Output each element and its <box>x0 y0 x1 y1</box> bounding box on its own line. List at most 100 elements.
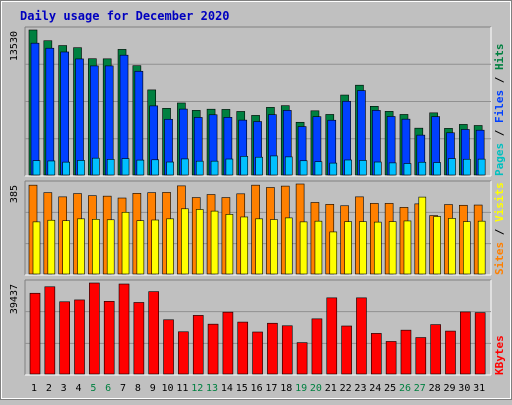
bar-kbytes-day-27 <box>415 337 427 375</box>
chart-border-light <box>1 1 511 399</box>
bar-visits-day-20 <box>314 220 323 275</box>
x-tick-day-28: 28 <box>429 383 441 394</box>
bar-visits-day-27 <box>418 196 427 275</box>
x-tick-day-7: 7 <box>120 383 126 394</box>
bar-visits-day-31 <box>477 220 486 275</box>
bar-files-day-7 <box>119 54 129 176</box>
bar-visits-day-22 <box>344 221 352 275</box>
legend-sites: Sites <box>493 242 506 275</box>
bar-kbytes-day-6 <box>103 301 115 375</box>
bar-visits-day-28 <box>433 216 441 275</box>
bar-kbytes-day-1 <box>29 292 41 375</box>
x-tick-day-31: 31 <box>473 383 485 394</box>
chart-title: Daily usage for December 2020 <box>20 9 230 23</box>
legend-separator: / <box>493 222 506 242</box>
bar-kbytes-day-13 <box>207 323 219 375</box>
bar-pages-day-30 <box>463 158 471 176</box>
bar-visits-day-4 <box>77 218 85 275</box>
bar-pages-day-16 <box>255 156 263 176</box>
bar-visits-day-15 <box>240 216 249 275</box>
bar-kbytes-day-22 <box>341 325 352 375</box>
bar-kbytes-day-21 <box>326 297 338 375</box>
x-tick-day-15: 15 <box>236 383 248 394</box>
bar-kbytes-day-10 <box>163 319 174 375</box>
bar-visits-day-10 <box>166 218 174 275</box>
bar-visits-day-12 <box>195 209 204 275</box>
bar-kbytes-day-15 <box>237 321 249 375</box>
bar-kbytes-day-12 <box>192 315 204 375</box>
bar-pages-day-28 <box>433 162 441 176</box>
x-tick-day-21: 21 <box>325 383 337 394</box>
legend-pages: Pages <box>493 143 506 176</box>
bar-visits-day-2 <box>47 219 56 275</box>
x-tick-day-24: 24 <box>369 383 381 394</box>
x-tick-day-23: 23 <box>354 383 366 394</box>
bar-pages-day-22 <box>344 159 352 176</box>
bar-kbytes-day-17 <box>267 322 278 375</box>
bar-pages-day-14 <box>225 158 234 176</box>
bar-kbytes-day-5 <box>89 282 100 375</box>
legend-separator: / <box>493 123 506 143</box>
bar-visits-day-29 <box>448 218 456 275</box>
x-tick-day-19: 19 <box>295 383 307 394</box>
bar-visits-day-23 <box>359 221 367 275</box>
panel-kbytes-legend: KBytes <box>493 335 506 375</box>
bar-files-day-8 <box>134 70 144 176</box>
legend-files: Files <box>493 90 506 123</box>
bar-visits-day-16 <box>255 218 263 275</box>
x-tick-day-20: 20 <box>310 383 322 394</box>
panel-visits: 385 Sites / Visits <box>9 180 506 276</box>
bar-pages-day-23 <box>359 160 367 176</box>
bar-kbytes-day-26 <box>400 329 412 375</box>
bar-visits-day-3 <box>62 220 70 275</box>
x-tick-day-17: 17 <box>265 383 277 394</box>
bar-pages-day-11 <box>181 158 189 176</box>
x-axis-labels: 1 2 3 4 5 6 7 8 9 10 11 12 13 14 15 16 17 18 19 20 21 22 23 24 2… <box>31 383 485 394</box>
bar-pages-day-29 <box>448 158 456 176</box>
bar-visits-day-18 <box>284 217 293 275</box>
legend-separator: / <box>493 70 506 90</box>
bar-visits-day-8 <box>136 220 145 275</box>
bar-pages-day-31 <box>477 158 486 176</box>
bar-visits-day-7 <box>121 211 130 275</box>
bar-kbytes-day-23 <box>356 297 367 375</box>
chart-panels: 13530 Pages / Files / Hits 385 Sites / Visi… <box>9 26 506 376</box>
x-tick-day-11: 11 <box>176 383 188 394</box>
x-tick-day-2: 2 <box>46 383 52 394</box>
bar-kbytes-day-24 <box>370 333 382 375</box>
x-tick-day-12: 12 <box>191 383 203 394</box>
bar-kbytes-day-9 <box>148 291 160 375</box>
bar-kbytes-day-20 <box>311 318 323 375</box>
bar-pages-day-21 <box>329 162 338 176</box>
bar-kbytes-day-11 <box>178 331 189 375</box>
x-tick-day-5: 5 <box>90 383 96 394</box>
x-tick-day-22: 22 <box>340 383 352 394</box>
bar-pages-day-19 <box>299 160 308 176</box>
bar-pages-day-1 <box>32 160 41 176</box>
bar-files-day-4 <box>75 58 84 176</box>
bar-visits-day-9 <box>151 219 160 275</box>
bar-visits-day-24 <box>373 221 382 275</box>
panel-hits: 13530 Pages / Files / Hits <box>9 26 506 177</box>
x-tick-day-4: 4 <box>76 383 82 394</box>
bar-pages-day-6 <box>106 159 115 176</box>
bar-kbytes-day-25 <box>385 341 397 375</box>
bar-files-day-6 <box>104 65 114 176</box>
bar-visits-day-26 <box>403 220 412 275</box>
bar-visits-day-13 <box>210 210 219 275</box>
bar-kbytes-day-16 <box>252 331 263 375</box>
bar-pages-day-4 <box>77 160 85 176</box>
bar-files-day-1 <box>30 42 40 176</box>
bar-visits-day-19 <box>299 221 308 275</box>
bar-kbytes-day-31 <box>474 312 486 375</box>
x-tick-day-9: 9 <box>150 383 156 394</box>
bar-pages-day-10 <box>166 161 174 176</box>
bar-files-day-2 <box>45 47 55 176</box>
bar-kbytes-day-30 <box>460 311 471 375</box>
x-tick-day-8: 8 <box>135 383 141 394</box>
bar-pages-day-2 <box>47 160 56 176</box>
bar-visits-day-1 <box>32 221 41 275</box>
x-tick-day-3: 3 <box>61 383 67 394</box>
x-tick-day-27: 27 <box>414 383 426 394</box>
